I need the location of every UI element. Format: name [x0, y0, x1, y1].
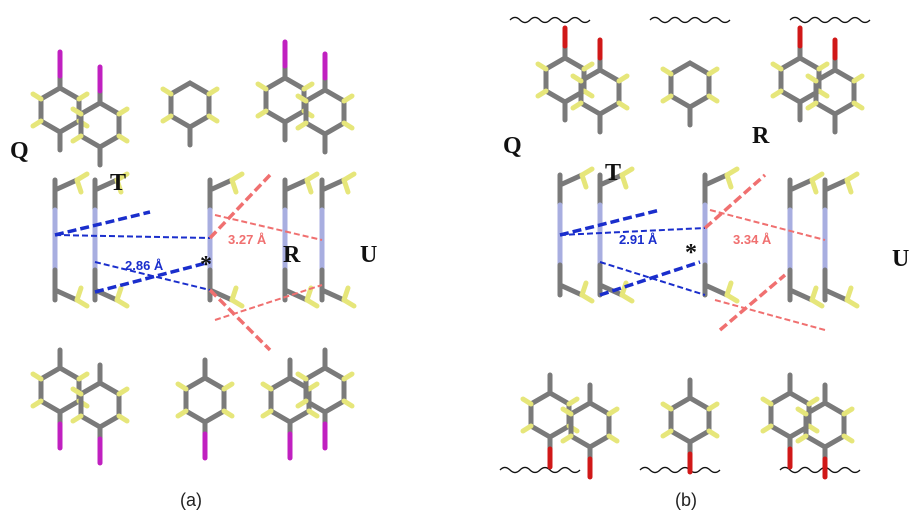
distance-red: 3.34 Å: [733, 232, 772, 247]
distance-blue: 2.91 Å: [619, 232, 658, 247]
distance-red: 3.27 Å: [228, 232, 267, 247]
caption: (b): [675, 490, 697, 510]
label-u: U: [360, 242, 377, 268]
distance-blue: 2.86 Å: [125, 258, 164, 273]
label-star: *: [200, 252, 212, 278]
label-t: T: [110, 170, 126, 196]
label-r: R: [283, 242, 301, 268]
label-q: Q: [503, 133, 522, 159]
label-u: U: [892, 246, 909, 272]
label-q: Q: [10, 138, 29, 164]
label-star: *: [685, 240, 697, 266]
figure: Q T R U * 2.86 Å 3.27 Å (a) Q T R U * 2.…: [0, 0, 911, 515]
label-r: R: [752, 123, 770, 149]
label-t: T: [605, 160, 621, 186]
caption: (a): [180, 490, 202, 510]
panel-a-structure: [33, 42, 354, 463]
